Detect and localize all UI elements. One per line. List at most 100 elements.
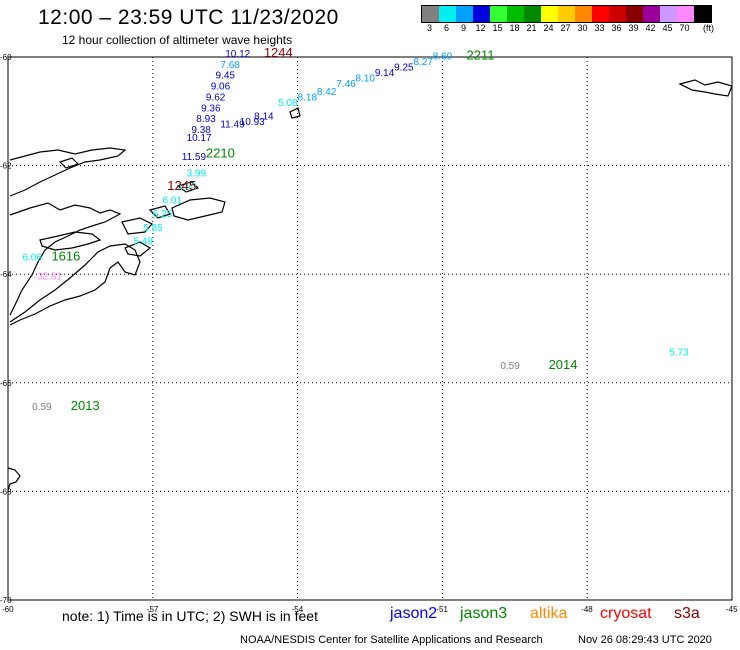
lon-tick-label: -57 (147, 605, 159, 614)
swh-value-label: 8.18 (298, 92, 318, 103)
swh-value-label: 3.99 (187, 168, 207, 179)
lat-tick-label: -68 (0, 487, 12, 496)
colorbar-swatch (643, 6, 660, 22)
lat-tick-label: -62 (0, 162, 12, 171)
coastline (58, 157, 80, 169)
lon-tick-label: -60 (2, 605, 14, 614)
swh-value-label: 10.93 (240, 117, 265, 128)
swh-value-label: 9.06 (211, 82, 231, 93)
colorbar-swatch (507, 6, 524, 22)
colorbar-tick-label: 70 (679, 23, 690, 33)
swh-value-label: 9.38 (191, 125, 211, 136)
lat-tick-label: -60 (0, 53, 12, 62)
chart-subtitle: 12 hour collection of altimeter wave hei… (62, 33, 293, 47)
coastline (289, 107, 301, 119)
colorbar-swatch (490, 6, 507, 22)
swh-value-label: 7.46 (336, 79, 356, 90)
swh-value-label: 0.59 (32, 402, 52, 413)
coastline (7, 467, 21, 491)
swh-value-label: 10.17 (187, 133, 212, 144)
lon-tick-label: -51 (436, 605, 448, 614)
swh-value-label: 9.62 (206, 92, 226, 103)
colorbar-tick-label: 3 (426, 23, 432, 33)
swh-value-label: 5.73 (669, 348, 689, 359)
legend-note: note: 1) Time is in UTC; 2) SWH is in fe… (62, 608, 318, 624)
colorbar-tick-label: 21 (526, 23, 537, 33)
colorbar-tick-label: 36 (611, 23, 622, 33)
coastline (9, 243, 141, 326)
timestamp-text: Nov 26 08:29:43 UTC 2020 (578, 634, 712, 646)
colorbar-swatch (473, 6, 490, 22)
colorbar-swatch (694, 6, 711, 22)
colorbar-tick-label: 6 (443, 23, 449, 33)
swh-value-label: 8.14 (254, 111, 274, 122)
swh-value-label: 9.45 (216, 71, 236, 82)
swh-value-label: 9.14 (375, 68, 395, 79)
colorbar-swatch (541, 6, 558, 22)
swh-value-label: 0.59 (500, 361, 520, 372)
colorbar-tick-label: 15 (492, 23, 503, 33)
colorbar-unit: (ft) (703, 23, 714, 33)
swh-value-label: 6.25 (153, 209, 173, 220)
swh-value-label: 9.36 (201, 103, 221, 114)
legend-sat-altika: altika (530, 605, 568, 622)
colorbar-swatch (609, 6, 626, 22)
lat-tick-label: -70 (0, 596, 12, 605)
lat-tick-label: -64 (0, 270, 12, 279)
colorbar-tick-label: 33 (594, 23, 605, 33)
pass-time-label: 2013 (71, 398, 100, 413)
colorbar-tick-label: 27 (560, 23, 571, 33)
swh-value-label: 8.42 (317, 87, 337, 98)
legend-sat-jason2: jason2 (390, 605, 438, 622)
colorbar-swatch (439, 6, 456, 22)
swh-value-label: 5.49 (133, 236, 153, 247)
lat-tick-label: -66 (0, 379, 12, 388)
legend-sat-s3a: s3a (674, 605, 700, 622)
pass-time-label: 2210 (206, 145, 235, 160)
coastline (176, 181, 200, 193)
colorbar-tick-label: 18 (509, 23, 520, 33)
lon-tick-label: -48 (581, 605, 593, 614)
swh-value-label: 8.10 (356, 73, 376, 84)
swh-value-label: 8.93 (196, 114, 216, 125)
credit-text: NOAA/NESDIS Center for Satellite Applica… (240, 634, 543, 646)
colorbar-tick-label: 42 (645, 23, 656, 33)
legend-sat-jason3: jason3 (460, 605, 508, 622)
swh-value-label: 11.49 (220, 120, 245, 131)
swh-value-label: 11.59 (182, 152, 207, 163)
colorbar (421, 5, 712, 23)
colorbar-swatch (456, 6, 473, 22)
colorbar-swatch (575, 6, 592, 22)
coastline (9, 147, 127, 197)
coastline (171, 197, 226, 221)
colorbar-tick-label: 39 (628, 23, 639, 33)
lon-tick-label: -45 (726, 605, 738, 614)
lon-tick-label: -54 (292, 605, 304, 614)
pass-time-label: 1616 (51, 249, 80, 264)
coastline (39, 231, 102, 251)
colorbar-tick-label: 45 (662, 23, 673, 33)
swh-value-label: 10.12 (225, 49, 250, 60)
swh-value-label: 9.25 (394, 63, 414, 74)
colorbar-swatch (677, 6, 694, 22)
swh-value-label: 8.27 (413, 57, 433, 68)
colorbar-swatch (626, 6, 643, 22)
swh-value-label: 8.60 (433, 52, 453, 63)
coastline (121, 217, 153, 235)
coastline (148, 205, 171, 219)
colorbar-tick-label: 9 (460, 23, 466, 33)
swh-value-label: 6.01 (162, 196, 182, 207)
swh-value-label: 7.68 (220, 60, 240, 71)
colorbar-tick-label: 24 (543, 23, 554, 33)
colorbar-swatch (558, 6, 575, 22)
colorbar-swatch (592, 6, 609, 22)
swh-value-label: 5.08 (278, 98, 298, 109)
map-frame (7, 56, 733, 601)
swh-value-label: 5.85 (143, 223, 163, 234)
colorbar-tick-label: 30 (577, 23, 588, 33)
pass-time-label: 1244 (264, 45, 293, 60)
pass-time-label: 2211 (467, 48, 495, 63)
coastline (124, 241, 152, 257)
colorbar-swatch (524, 6, 541, 22)
